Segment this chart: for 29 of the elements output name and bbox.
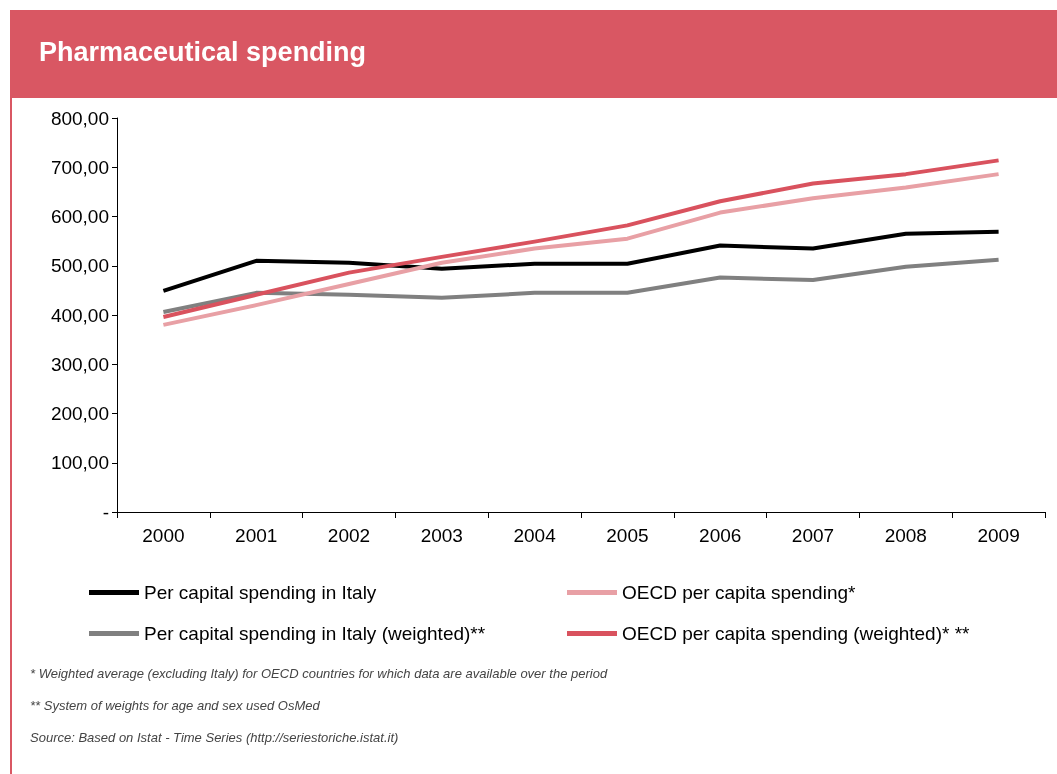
x-tick-label: 2009: [977, 525, 1020, 546]
y-tick-label: -: [102, 501, 109, 523]
x-tick-label: 2007: [791, 525, 835, 546]
y-tick-label: 600,00: [50, 206, 109, 227]
x-tick-label: 2005: [606, 525, 649, 546]
y-tick-label: 400,00: [50, 304, 109, 326]
x-tick-label: 2002: [327, 525, 371, 546]
y-tick-label: 100,00: [50, 452, 109, 474]
source-note: Source: Based on Istat - Time Series (http://seriestoriche.istat.it): [30, 730, 400, 747]
line-series: [161, 229, 1001, 293]
legend-label: Per capital spending in Italy (weighted)**: [144, 623, 486, 644]
text: * Weighted average (excluding Italy) for OECD countries for which data are available over the period: [30, 666, 608, 683]
x-tick-label: 2008: [884, 525, 927, 546]
legend-label: OECD per capita spending*: [622, 582, 857, 603]
x-tick-label: 2004: [513, 525, 557, 546]
y-tick-label: 300,00: [50, 353, 109, 375]
line-series: [161, 257, 1001, 315]
y-tick-label: 800,00: [50, 107, 109, 129]
y-tick-label: 700,00: [50, 156, 109, 178]
x-tick-label: 2006: [699, 525, 742, 546]
chart-title: Pharmaceutical spending: [10, 10, 1057, 98]
legend-label: OECD per capita spending (weighted)* **: [622, 623, 971, 644]
x-tick-label: 2001: [235, 525, 278, 546]
x-tick-label: 2000: [142, 525, 185, 546]
legend-label: Per capital spending in Italy: [144, 582, 377, 603]
y-tick-label: 200,00: [50, 403, 109, 424]
text: ** System of weights for age and sex used OsMed: [30, 698, 321, 715]
x-tick-label: 2003: [420, 525, 463, 546]
y-tick-label: 500,00: [50, 255, 109, 277]
